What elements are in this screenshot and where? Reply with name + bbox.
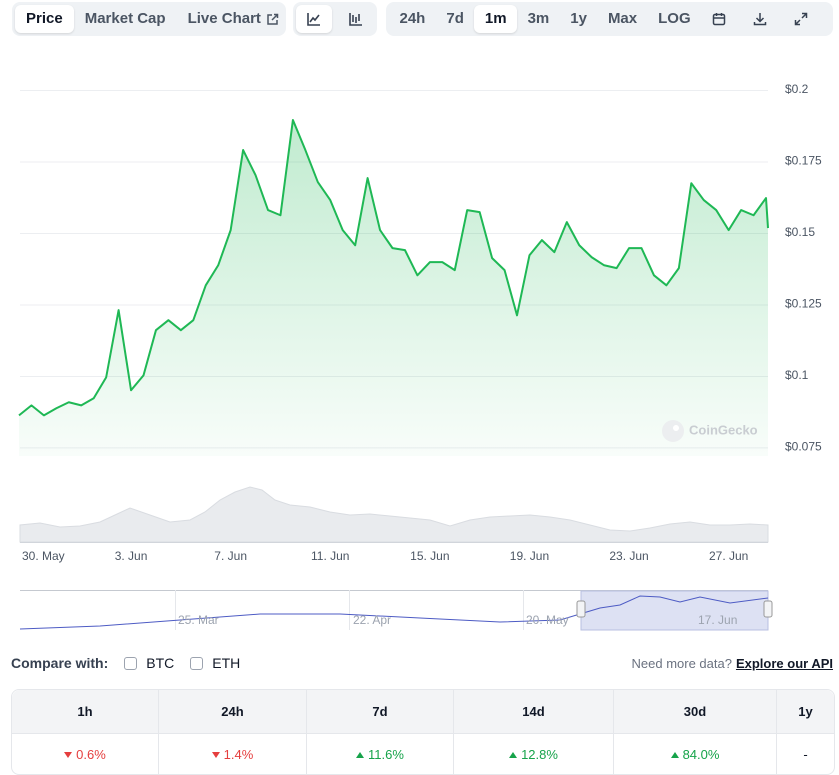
tab-label: Market Cap	[84, 10, 166, 27]
tab-label: Live Chart	[187, 10, 261, 27]
tab[interactable]: Live Chart	[177, 5, 290, 33]
change-value: 1.4%	[211, 747, 254, 763]
watermark: CoinGecko	[662, 420, 758, 442]
change-cell: -	[776, 733, 834, 774]
range-button[interactable]: 1y	[570, 10, 587, 27]
column-header: 1y	[776, 690, 834, 733]
down-arrow	[64, 751, 73, 758]
change-text: 0.6%	[76, 747, 106, 763]
price-line	[18, 119, 769, 417]
change-text: 11.6%	[368, 747, 404, 763]
x-tick-label: 7. Jun	[214, 549, 247, 563]
y-tick-label: $0.1	[785, 368, 809, 382]
line-icon	[307, 13, 320, 26]
down-arrow	[211, 751, 220, 758]
navigator-label: 25. Mar	[178, 613, 219, 627]
navigator-label: 22. Apr	[353, 613, 391, 627]
change-value: 12.8%	[509, 747, 558, 762]
change-value: 11.6%	[356, 747, 404, 762]
navigator-handle[interactable]	[576, 600, 586, 618]
change-cell: 1.4%	[158, 733, 306, 774]
compare-label: Compare with:	[11, 655, 109, 671]
column-header: 14d	[453, 690, 613, 733]
column-header: 7d	[306, 690, 453, 733]
change-cell: 0.6%	[12, 733, 158, 774]
candle-style-button[interactable]	[338, 5, 374, 33]
up-arrow	[356, 751, 365, 758]
change-text: 84.0%	[682, 747, 720, 763]
y-tick-label: $0.125	[785, 297, 822, 311]
column-header: 1h	[12, 690, 158, 733]
tab[interactable]: Market Cap	[74, 5, 177, 33]
change-value: 0.6%	[64, 747, 106, 762]
compare-option[interactable]: ETH	[190, 655, 240, 671]
range-button[interactable]: LOG	[658, 10, 691, 27]
compare-option[interactable]: BTC	[124, 655, 174, 671]
navigator-label: 17. Jun	[698, 613, 737, 627]
api-link[interactable]: Explore our API	[735, 655, 833, 671]
navigator-label: 20. May	[526, 613, 569, 627]
checkbox[interactable]	[190, 656, 204, 670]
column-header: 24h	[158, 690, 306, 733]
change-text: 1.4%	[223, 747, 254, 763]
range-button[interactable]: Max	[607, 10, 638, 27]
external-link-icon	[267, 13, 279, 25]
y-tick-label: $0.2	[785, 82, 809, 96]
y-tick-label: $0.075	[785, 440, 822, 454]
tab[interactable]: Price	[15, 5, 74, 33]
column-header: 30d	[613, 690, 776, 733]
x-tick-label: 3. Jun	[115, 549, 148, 563]
fullscreen-icon	[794, 12, 808, 26]
change-cell: 84.0%	[613, 733, 776, 774]
y-tick-label: $0.175	[785, 154, 822, 168]
download-icon	[753, 13, 767, 26]
compare-row: Compare with: BTC ETH	[11, 652, 256, 674]
volume-area	[19, 486, 769, 543]
plot	[18, 119, 769, 457]
compare-option-label: BTC	[146, 655, 175, 671]
watermark-text: CoinGecko	[689, 422, 758, 437]
chart: CoinGecko 25. Mar 22. Apr 20. May 17. Jun $…	[18, 82, 822, 631]
up-arrow	[670, 751, 679, 758]
change-table: 1h 24h 7d 14d 30d 1y 0.6% 1.4% 11.6% 12.8% 84.0% -	[11, 689, 835, 775]
range-button[interactable]: 3m	[527, 10, 550, 27]
api-note: Need more data?	[631, 655, 732, 671]
change-cell: 12.8%	[453, 733, 613, 774]
range-group: 24h 7d 1m 3m 1y Max LOG	[386, 2, 833, 36]
change-value: -	[803, 747, 807, 762]
range-button[interactable]: 7d	[446, 10, 464, 27]
navigator-handle[interactable]	[763, 600, 773, 618]
change-cell: 11.6%	[306, 733, 453, 774]
calendar-button[interactable]	[701, 5, 737, 33]
style-group	[293, 2, 377, 36]
change-text: 12.8%	[521, 747, 558, 763]
range-button[interactable]: 1m	[474, 5, 518, 33]
candle-icon	[349, 13, 362, 26]
api-row: Need more data? Explore our API	[632, 652, 834, 674]
fullscreen-button[interactable]	[783, 5, 819, 33]
x-tick-label: 30. May	[22, 549, 65, 563]
change-text: -	[803, 746, 808, 762]
checkbox[interactable]	[124, 656, 138, 670]
range-button[interactable]: 24h	[399, 10, 426, 27]
up-arrow	[509, 751, 518, 758]
compare-option-label: ETH	[212, 655, 241, 671]
x-tick-label: 23. Jun	[609, 549, 648, 563]
change-value: 84.0%	[670, 747, 720, 763]
y-tick-label: $0.15	[785, 225, 815, 239]
x-tick-label: 19. Jun	[510, 549, 549, 563]
x-tick-label: 11. Jun	[311, 549, 349, 563]
x-tick-label: 15. Jun	[410, 549, 449, 563]
tab-group: Price Market Cap Live Chart	[12, 2, 286, 36]
navigator-selection[interactable]	[580, 590, 769, 631]
tab-label: Price	[26, 10, 63, 27]
x-tick-label: 27. Jun	[709, 549, 748, 563]
navigator: 25. Mar 22. Apr 20. May 17. Jun	[19, 590, 773, 631]
line-style-button[interactable]	[296, 5, 332, 33]
price-area	[19, 120, 768, 457]
calendar-icon	[712, 13, 726, 26]
download-button[interactable]	[742, 5, 778, 33]
